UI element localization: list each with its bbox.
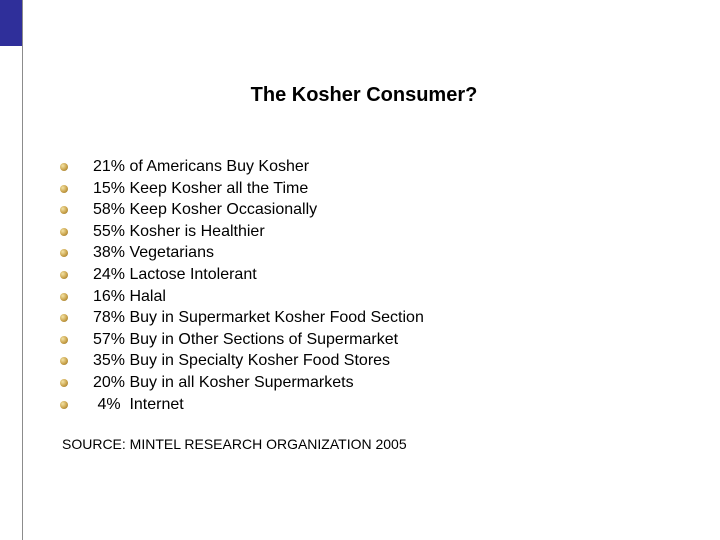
slide-title: The Kosher Consumer? (250, 84, 478, 106)
bullet-dot-icon (60, 270, 68, 279)
bullet-text: 78% Buy in Supermarket Kosher Food Secti… (93, 309, 424, 327)
bullet-dot-icon (60, 335, 68, 344)
bullet-text: 35% Buy in Specialty Kosher Food Stores (93, 352, 391, 370)
list-item: 15% Keep Kosher all the Time (60, 178, 308, 200)
list-item: 4% Internet (60, 394, 184, 416)
corner-accent-block (0, 0, 22, 46)
list-item: 58% Keep Kosher Occasionally (60, 199, 317, 221)
bullet-text: 58% Keep Kosher Occasionally (93, 201, 318, 219)
bullet-text: 24% Lactose Intolerant (93, 265, 257, 283)
bullet-text: 38% Vegetarians (93, 244, 214, 262)
bullet-text: 15% Keep Kosher all the Time (93, 179, 309, 197)
list-item: 35% Buy in Specialty Kosher Food Stores (60, 350, 390, 372)
bullet-dot-icon (60, 400, 68, 409)
bullet-dot-icon (60, 357, 68, 366)
bullet-dot-icon (60, 163, 68, 171)
list-item: 24% Lactose Intolerant (60, 264, 257, 286)
bullet-dot-icon (60, 206, 68, 215)
bullet-text: 55% Kosher is Healthier (93, 222, 265, 240)
source-note: SOURCE: MINTEL RESEARCH ORGANIZATION 200… (62, 436, 407, 452)
bullet-text: 21% of Americans Buy Kosher (93, 158, 310, 175)
bullet-dot-icon (60, 292, 68, 301)
bullet-dot-icon (60, 184, 68, 193)
list-item: 78% Buy in Supermarket Kosher Food Secti… (60, 307, 424, 329)
list-item: 16% Halal (60, 286, 166, 308)
bullet-dot-icon (60, 314, 68, 323)
bullet-text: 20% Buy in all Kosher Supermarkets (93, 373, 354, 391)
list-item: 20% Buy in all Kosher Supermarkets (60, 372, 354, 394)
bullet-text: 16% Halal (93, 287, 166, 305)
list-item: 38% Vegetarians (60, 242, 214, 264)
bullet-list: 21% of Americans Buy Kosher 15% Keep Kos… (60, 156, 424, 416)
list-item: 21% of Americans Buy Kosher (60, 156, 309, 178)
list-item: 55% Kosher is Healthier (60, 221, 265, 243)
left-vertical-rule (22, 0, 23, 540)
list-item: 57% Buy in Other Sections of Supermarket (60, 329, 398, 351)
bullet-dot-icon (60, 378, 68, 387)
bullet-text: 4% Internet (93, 395, 184, 413)
bullet-dot-icon (60, 249, 68, 258)
bullet-text: 57% Buy in Other Sections of Supermarket (93, 330, 399, 348)
bullet-dot-icon (60, 227, 68, 236)
